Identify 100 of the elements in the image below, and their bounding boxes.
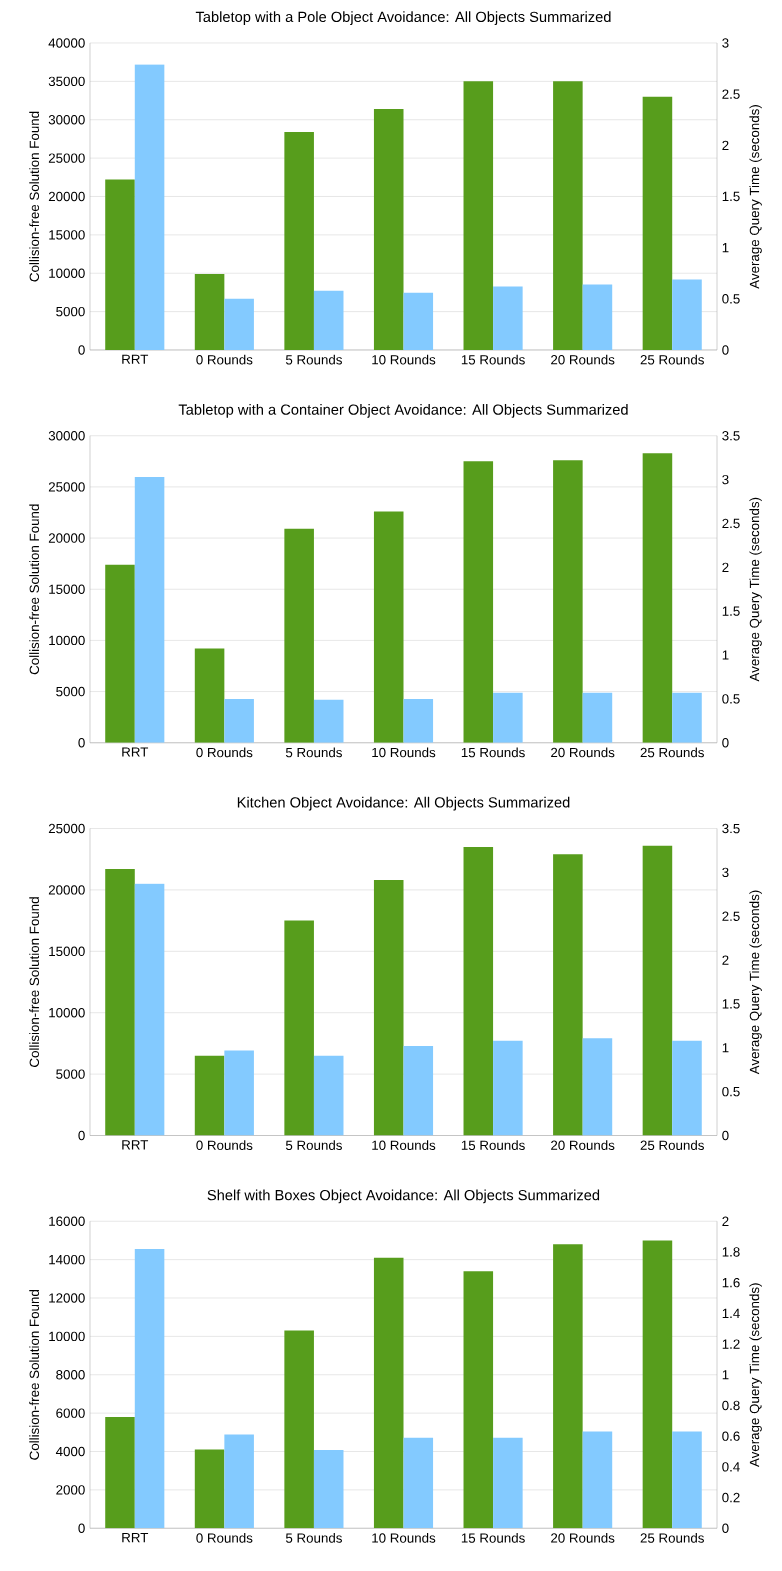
bar [373, 880, 404, 1136]
x-tick-label: 5 Rounds [285, 1532, 342, 1543]
y-tick-label: 14000 [49, 1254, 85, 1265]
x-tick-label: RRT [122, 1140, 149, 1150]
bar [134, 1248, 165, 1529]
y2-tick-label: 2.5 [722, 89, 740, 99]
bar [642, 1240, 673, 1529]
y2-tick-label: 3 [722, 867, 729, 878]
y2-tick-label: 3.5 [722, 431, 740, 441]
x-tick-label: RRT [122, 354, 149, 364]
x-tick-label: 0 Rounds [196, 354, 253, 365]
y-axis-title: Collision-free Solution Found [29, 504, 40, 675]
y-tick-label: 0 [78, 345, 85, 355]
bar [672, 692, 702, 743]
bar [642, 845, 673, 1136]
y-tick-label: 10000 [49, 1007, 85, 1018]
y-tick-label: 5000 [56, 1069, 85, 1079]
y-axis-title: Collision-free Solution Found [29, 111, 40, 282]
bar [493, 286, 523, 350]
y2-tick-label: 0.8 [722, 1400, 740, 1411]
bar [313, 699, 344, 743]
y2-axis-title: Average Query Time (seconds) [749, 890, 762, 1075]
y2-tick-label: 1.6 [722, 1277, 740, 1288]
y-tick-label: 15000 [49, 230, 85, 240]
bar [553, 81, 583, 350]
y-tick-label: 15000 [49, 584, 85, 594]
x-tick-label: 25 Rounds [640, 1532, 704, 1543]
bar [672, 1040, 702, 1136]
y2-tick-label: 3.5 [722, 823, 740, 834]
x-tick-label: 20 Rounds [551, 747, 615, 758]
y-tick-label: 40000 [48, 38, 85, 48]
y2-axis-title: Average Query Time (seconds) [749, 1283, 762, 1467]
bar [463, 846, 494, 1136]
y-axis-title: Collision-free Solution Found [29, 897, 40, 1067]
y-tick-label: 4000 [55, 1446, 85, 1457]
y-tick-label: 10000 [49, 1331, 85, 1342]
y-tick-label: 16000 [49, 1216, 85, 1226]
bar [672, 279, 702, 350]
y2-tick-label: 1.5 [722, 606, 740, 616]
y2-tick-label: 0 [722, 345, 729, 355]
chart-title: Shelf with Boxes Object Avoidance: All Objects Summarized [207, 1189, 600, 1204]
y2-tick-label: 1 [722, 243, 729, 253]
bar [553, 460, 583, 743]
x-tick-label: 15 Rounds [461, 1532, 525, 1543]
x-tick-label: 10 Rounds [372, 747, 436, 758]
bar [553, 854, 583, 1136]
y2-tick-label: 1.5 [722, 191, 740, 202]
x-tick-label: 10 Rounds [372, 1532, 436, 1543]
y2-tick-label: 1.5 [722, 999, 740, 1009]
y-tick-label: 30000 [48, 431, 85, 441]
y-tick-label: 35000 [48, 76, 85, 87]
x-tick-label: 10 Rounds [372, 354, 436, 365]
y2-tick-label: 0.4 [722, 1462, 740, 1472]
y-tick-label: 10000 [49, 268, 85, 278]
x-tick-label: RRT [122, 747, 149, 757]
y-axis-title: Collision-free Solution Found [29, 1290, 40, 1460]
y2-tick-label: 0 [722, 1130, 729, 1141]
y-tick-label: 0 [78, 738, 85, 748]
y-tick-label: 30000 [48, 115, 85, 125]
bar [642, 453, 673, 743]
bar [373, 511, 404, 743]
y-tick-label: 25000 [48, 482, 85, 492]
chart-title: Kitchen Object Avoidance: All Objects Summarized [237, 796, 570, 811]
bar [463, 1271, 494, 1529]
y2-tick-label: 0 [722, 738, 729, 748]
y2-tick-label: 1 [722, 650, 729, 660]
bar [403, 292, 434, 350]
y-tick-label: 5000 [56, 306, 85, 317]
bar [373, 1257, 404, 1529]
bar [463, 81, 494, 350]
bar [284, 1330, 314, 1529]
y2-tick-label: 2 [722, 1216, 729, 1226]
y-tick-label: 15000 [49, 946, 85, 957]
y2-tick-label: 0.5 [722, 694, 740, 704]
y-tick-label: 25000 [48, 823, 85, 834]
y2-tick-label: 1.2 [722, 1339, 740, 1349]
x-tick-label: RRT [122, 1532, 149, 1543]
x-tick-label: 0 Rounds [196, 1140, 253, 1150]
chart-title: Tabletop with a Pole Object Avoidance: All Objects Summarized [195, 11, 611, 25]
y2-tick-label: 0.2 [722, 1492, 740, 1503]
bar [284, 528, 314, 743]
bar [582, 284, 613, 350]
x-tick-label: 5 Rounds [285, 354, 342, 365]
y-tick-label: 10000 [49, 635, 85, 646]
bar [642, 96, 673, 350]
y-tick-label: 6000 [56, 1408, 85, 1418]
x-tick-label: 15 Rounds [461, 354, 525, 365]
y-tick-label: 20000 [48, 533, 85, 543]
x-tick-label: 15 Rounds [461, 1140, 525, 1150]
y-tick-label: 20000 [48, 191, 85, 202]
y-tick-label: 12000 [49, 1293, 85, 1303]
y2-tick-label: 1 [722, 1043, 729, 1053]
y-tick-label: 0 [78, 1130, 85, 1141]
x-tick-label: 20 Rounds [551, 354, 615, 365]
x-tick-label: 25 Rounds [640, 747, 704, 758]
x-tick-label: 15 Rounds [461, 747, 525, 758]
y2-axis-title: Average Query Time (seconds) [749, 497, 762, 682]
chart-title: Tabletop with a Container Object Avoidance: All Objects Summarized [178, 404, 628, 418]
bar [463, 461, 494, 743]
x-tick-label: 5 Rounds [285, 747, 342, 758]
